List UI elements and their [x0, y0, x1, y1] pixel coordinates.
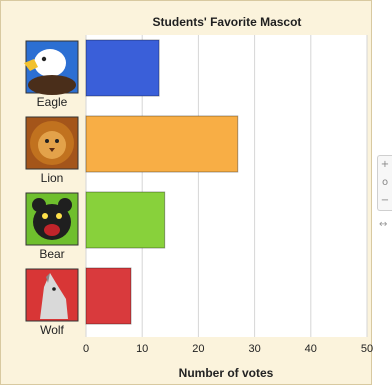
x-tick-label: 50 — [361, 343, 373, 355]
category-label: Bear — [39, 247, 64, 261]
eagle-eye — [41, 56, 47, 62]
chart-panel: Students' Favorite Mascot Eagle Lion Bear W… — [0, 0, 373, 385]
lion-face — [38, 131, 66, 159]
bar-bear — [85, 191, 166, 249]
wolf-snout — [46, 273, 50, 283]
bear-mouth — [44, 224, 60, 236]
bar-wolf — [85, 267, 132, 325]
bar-lion — [85, 115, 239, 173]
x-tick-label: 0 — [83, 343, 89, 355]
zoom-out-button[interactable]: − — [380, 195, 390, 206]
resize-arrows-icon[interactable]: ↔ — [379, 219, 388, 230]
bear-icon — [25, 192, 79, 246]
wolf-head — [40, 273, 68, 319]
zoom-in-button[interactable]: + — [380, 159, 390, 170]
x-axis-label: Number of votes — [179, 366, 274, 380]
wolf-icon — [25, 268, 79, 322]
lion-icon — [25, 116, 79, 170]
bars — [85, 39, 239, 325]
bear-eye — [56, 213, 62, 219]
x-tick-label: 40 — [305, 343, 317, 355]
bear-head — [33, 204, 71, 240]
category-label: Wolf — [40, 323, 64, 337]
bear-eye — [42, 213, 48, 219]
x-tick-label: 30 — [248, 343, 260, 355]
reset-button[interactable]: o — [381, 177, 389, 188]
x-tick-labels: 0 10 20 30 40 50 — [83, 343, 373, 355]
chart-title: Students' Favorite Mascot — [153, 15, 302, 29]
x-tick-label: 20 — [192, 343, 204, 355]
chart-controls: + o − — [377, 155, 392, 211]
bar-chart: Students' Favorite Mascot Eagle Lion Bear W… — [24, 15, 373, 380]
category-label: Lion — [41, 171, 64, 185]
category-icons — [24, 40, 79, 322]
eagle-icon — [24, 40, 79, 95]
lion-nose — [49, 148, 55, 152]
category-labels: Eagle Lion Bear Wolf — [37, 95, 68, 337]
eagle-body — [28, 75, 76, 95]
eagle-head — [34, 49, 66, 77]
eagle-beak — [24, 59, 38, 71]
wolf-eye — [52, 287, 56, 291]
x-tick-label: 10 — [136, 343, 148, 355]
lion-eye — [55, 139, 59, 143]
category-label: Eagle — [37, 95, 68, 109]
bar-eagle — [85, 39, 160, 97]
lion-eye — [45, 139, 49, 143]
